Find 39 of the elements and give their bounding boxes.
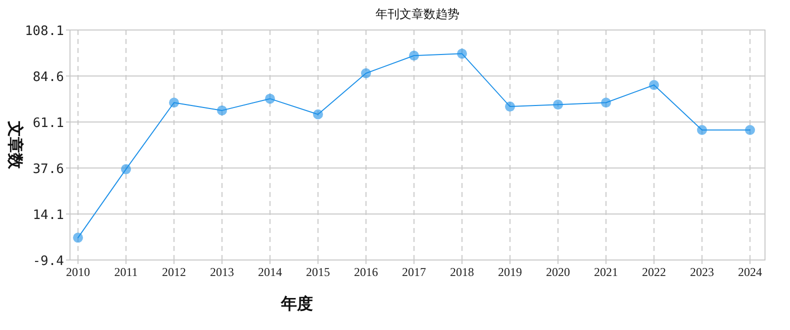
x-tick-label: 2014 xyxy=(258,265,282,279)
x-tick-label: 2010 xyxy=(66,265,90,279)
y-tick-label: 37.6 xyxy=(32,162,64,177)
point xyxy=(601,98,611,108)
x-tick-label: 2024 xyxy=(738,265,762,279)
x-tick-label: 2017 xyxy=(402,265,426,279)
x-tick-label: 2022 xyxy=(642,265,666,279)
x-axis-title: 年度 xyxy=(280,294,313,313)
x-tick-label: 2013 xyxy=(210,265,234,279)
point xyxy=(745,125,755,136)
x-tick-label: 2011 xyxy=(114,265,138,279)
chart-title: 年刊文章数趋势 xyxy=(376,7,460,21)
point xyxy=(409,50,419,61)
y-tick-label: -9.4 xyxy=(32,254,64,269)
y-tick-label: 61.1 xyxy=(32,116,64,131)
point xyxy=(649,80,659,90)
x-tick-label: 2021 xyxy=(594,265,618,279)
point xyxy=(697,125,707,136)
point xyxy=(265,94,275,104)
point xyxy=(553,100,563,110)
point xyxy=(313,109,323,120)
x-tick-label: 2023 xyxy=(690,265,714,279)
point xyxy=(169,98,179,108)
x-tick-label: 2012 xyxy=(162,265,186,279)
y-axis-title: 文章数 xyxy=(6,120,24,170)
y-tick-label: 108.1 xyxy=(24,24,64,39)
x-tick-label: 2018 xyxy=(450,265,474,279)
x-tick-label: 2015 xyxy=(306,265,330,279)
x-tick-label: 2019 xyxy=(498,265,522,279)
y-tick-label: 84.6 xyxy=(32,70,64,85)
point xyxy=(121,164,131,174)
x-tick-label: 2020 xyxy=(546,265,570,279)
point xyxy=(457,48,467,59)
y-tick-label: 14.1 xyxy=(32,208,64,223)
point xyxy=(73,232,83,243)
point xyxy=(505,102,515,112)
point xyxy=(361,68,371,78)
x-tick-label: 2016 xyxy=(354,265,378,279)
point xyxy=(217,105,227,116)
